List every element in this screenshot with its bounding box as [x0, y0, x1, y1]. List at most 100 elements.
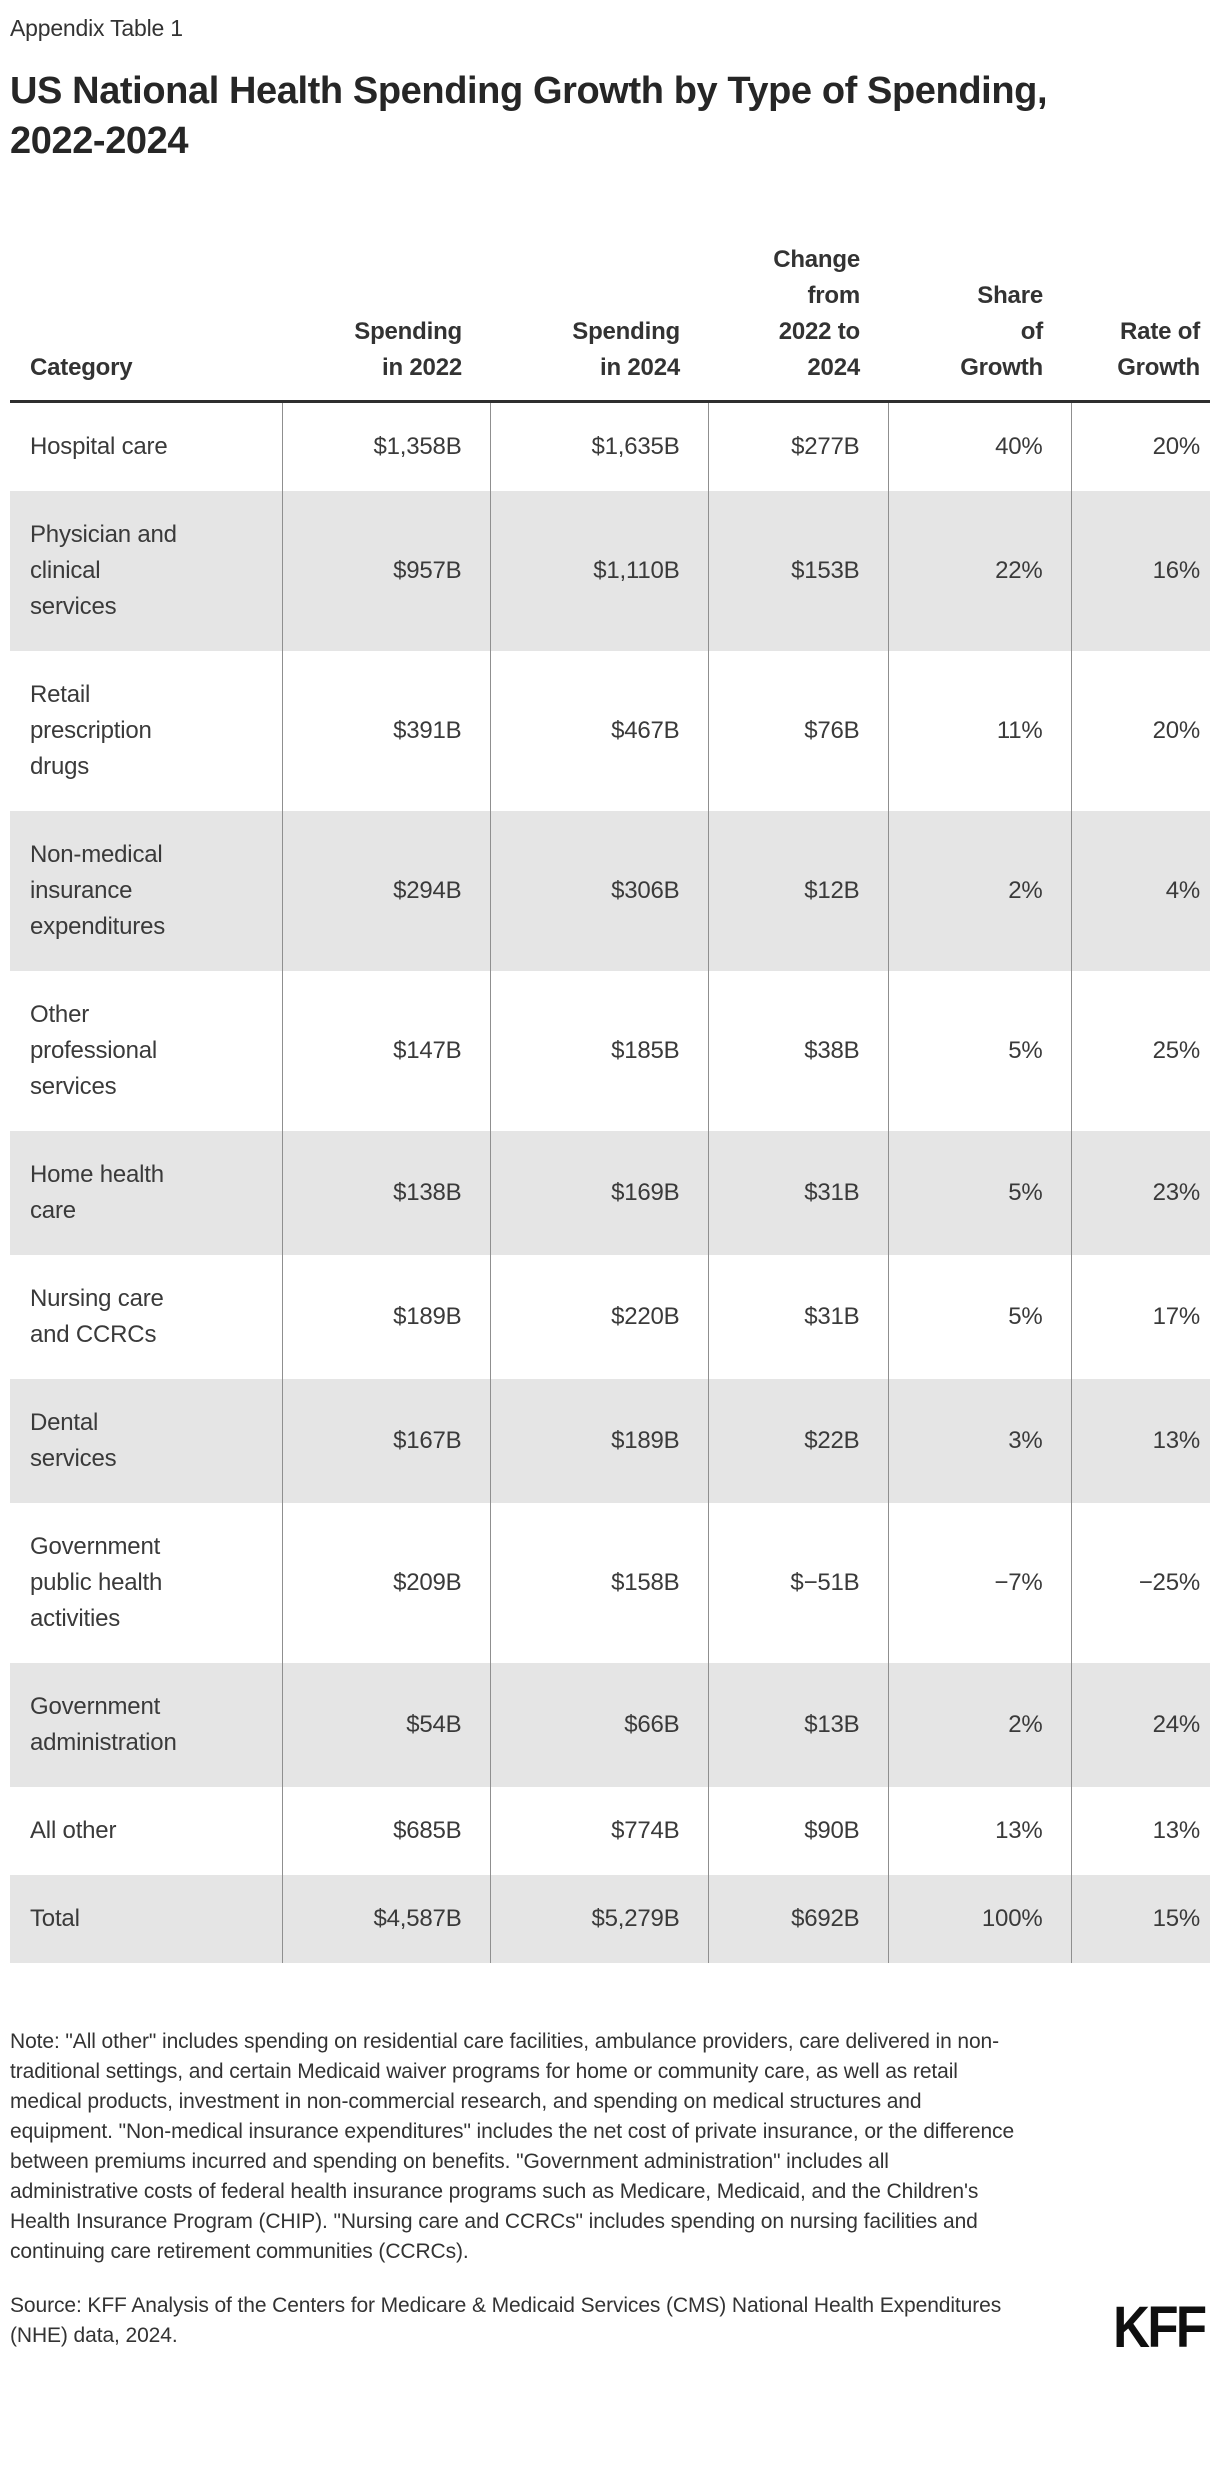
table-row-gov-public-health: Government public health activities $209…	[10, 1503, 1210, 1663]
cell-rate-of-growth: 4%	[1070, 811, 1210, 971]
cell-category: Retail prescription drugs	[30, 681, 152, 780]
cell-change: $76B	[707, 651, 888, 811]
cell-change: $38B	[707, 971, 888, 1131]
cell-rate-of-growth: 13%	[1070, 1379, 1210, 1503]
source-row: Source: KFF Analysis of the Centers for …	[10, 2291, 1210, 2360]
cell-category: Total	[30, 1905, 80, 1932]
cell-spending-2024: $158B	[489, 1503, 708, 1663]
col-header-spending-2024: Spending in 2024	[490, 242, 708, 403]
cell-share-of-growth: 5%	[887, 971, 1071, 1131]
cell-spending-2022: $147B	[281, 971, 490, 1131]
cell-rate-of-growth: 24%	[1070, 1663, 1210, 1787]
cell-spending-2022: $294B	[281, 811, 490, 971]
col-header-rate-of-growth: Rate of Growth	[1071, 242, 1210, 403]
table-row-hospital-care: Hospital care $1,358B $1,635B $277B 40% …	[10, 401, 1210, 491]
cell-spending-2022: $209B	[281, 1503, 490, 1663]
cell-change: $31B	[707, 1255, 888, 1379]
table-row-non-medical-insurance: Non-medical insurance expenditures $294B…	[10, 811, 1210, 971]
cell-spending-2022: $138B	[281, 1131, 490, 1255]
cell-share-of-growth: 3%	[887, 1379, 1071, 1503]
cell-change: $153B	[707, 491, 888, 651]
cell-change: $−51B	[707, 1503, 888, 1663]
appendix-table-page: Appendix Table 1 US National Health Spen…	[10, 15, 1210, 2360]
cell-category: Home health care	[30, 1161, 164, 1224]
cell-spending-2024: $1,635B	[489, 401, 708, 491]
cell-rate-of-growth: 25%	[1070, 971, 1210, 1131]
cell-spending-2024: $774B	[489, 1787, 708, 1875]
cell-change: $12B	[707, 811, 888, 971]
cell-rate-of-growth: 16%	[1070, 491, 1210, 651]
cell-spending-2024: $5,279B	[489, 1875, 708, 1963]
note-text: Note: "All other" includes spending on r…	[10, 2030, 1015, 2263]
table-row-all-other: All other $685B $774B $90B 13% 13%	[10, 1787, 1210, 1875]
table-eyebrow-label: Appendix Table 1	[10, 15, 183, 41]
cell-spending-2024: $220B	[489, 1255, 708, 1379]
cell-spending-2022: $54B	[281, 1663, 490, 1787]
cell-change: $692B	[707, 1875, 888, 1963]
page-title: US National Health Spending Growth by Ty…	[10, 70, 1048, 162]
cell-category: Hospital care	[30, 433, 168, 460]
cell-share-of-growth: −7%	[887, 1503, 1071, 1663]
cell-spending-2022: $685B	[281, 1787, 490, 1875]
cell-spending-2022: $167B	[281, 1379, 490, 1503]
cell-spending-2024: $467B	[489, 651, 708, 811]
cell-share-of-growth: 11%	[887, 651, 1071, 811]
col-header-spending-2022: Spending in 2022	[282, 242, 490, 403]
cell-spending-2022: $1,358B	[281, 401, 490, 491]
cell-spending-2022: $189B	[281, 1255, 490, 1379]
cell-spending-2022: $4,587B	[281, 1875, 490, 1963]
kff-logo: KFF	[1113, 2295, 1207, 2360]
cell-share-of-growth: 13%	[887, 1787, 1071, 1875]
cell-share-of-growth: 2%	[887, 811, 1071, 971]
cell-spending-2024: $306B	[489, 811, 708, 971]
table-row-dental-services: Dental services $167B $189B $22B 3% 13%	[10, 1379, 1210, 1503]
cell-rate-of-growth: −25%	[1070, 1503, 1210, 1663]
cell-spending-2024: $189B	[489, 1379, 708, 1503]
cell-share-of-growth: 22%	[887, 491, 1071, 651]
col-header-category: Category	[10, 242, 282, 403]
cell-spending-2022: $957B	[281, 491, 490, 651]
cell-share-of-growth: 5%	[887, 1131, 1071, 1255]
cell-rate-of-growth: 13%	[1070, 1787, 1210, 1875]
cell-share-of-growth: 5%	[887, 1255, 1071, 1379]
cell-category: Other professional services	[30, 1001, 158, 1100]
cell-spending-2022: $391B	[281, 651, 490, 811]
table-row-retail-prescription-drugs: Retail prescription drugs $391B $467B $7…	[10, 651, 1210, 811]
health-spending-table: Category Spending in 2022 Spending in 20…	[10, 242, 1210, 1963]
cell-rate-of-growth: 15%	[1070, 1875, 1210, 1963]
cell-rate-of-growth: 17%	[1070, 1255, 1210, 1379]
cell-spending-2024: $66B	[489, 1663, 708, 1787]
table-row-gov-administration: Government administration $54B $66B $13B…	[10, 1663, 1210, 1787]
table-row-other-professional-services: Other professional services $147B $185B …	[10, 971, 1210, 1131]
cell-share-of-growth: 100%	[887, 1875, 1071, 1963]
table-header: Category Spending in 2022 Spending in 20…	[10, 242, 1210, 403]
col-header-change: Change from 2022 to 2024	[708, 242, 888, 403]
cell-change: $13B	[707, 1663, 888, 1787]
cell-rate-of-growth: 20%	[1070, 651, 1210, 811]
header-row: Category Spending in 2022 Spending in 20…	[10, 242, 1210, 403]
table-row-total: Total $4,587B $5,279B $692B 100% 15%	[10, 1875, 1210, 1963]
cell-category: Dental services	[30, 1409, 117, 1472]
table-row-home-health-care: Home health care $138B $169B $31B 5% 23%	[10, 1131, 1210, 1255]
cell-change: $277B	[707, 401, 888, 491]
cell-share-of-growth: 40%	[887, 401, 1071, 491]
cell-category: All other	[30, 1817, 117, 1844]
cell-category: Non-medical insurance expenditures	[30, 841, 166, 940]
cell-category: Physician and clinical services	[30, 521, 177, 620]
cell-share-of-growth: 2%	[887, 1663, 1071, 1787]
cell-category: Nursing care and CCRCs	[30, 1285, 164, 1348]
col-header-share-of-growth: Share of Growth	[888, 242, 1071, 403]
table-row-physician-clinical: Physician and clinical services $957B $1…	[10, 491, 1210, 651]
cell-change: $90B	[707, 1787, 888, 1875]
source-text: Source: KFF Analysis of the Centers for …	[10, 2294, 1002, 2347]
cell-change: $22B	[707, 1379, 888, 1503]
cell-spending-2024: $1,110B	[489, 491, 708, 651]
cell-spending-2024: $169B	[489, 1131, 708, 1255]
cell-spending-2024: $185B	[489, 971, 708, 1131]
table-row-nursing-care-ccrcs: Nursing care and CCRCs $189B $220B $31B …	[10, 1255, 1210, 1379]
cell-category: Government administration	[30, 1693, 177, 1756]
cell-category: Government public health activities	[30, 1533, 163, 1632]
cell-rate-of-growth: 20%	[1070, 401, 1210, 491]
cell-change: $31B	[707, 1131, 888, 1255]
cell-rate-of-growth: 23%	[1070, 1131, 1210, 1255]
